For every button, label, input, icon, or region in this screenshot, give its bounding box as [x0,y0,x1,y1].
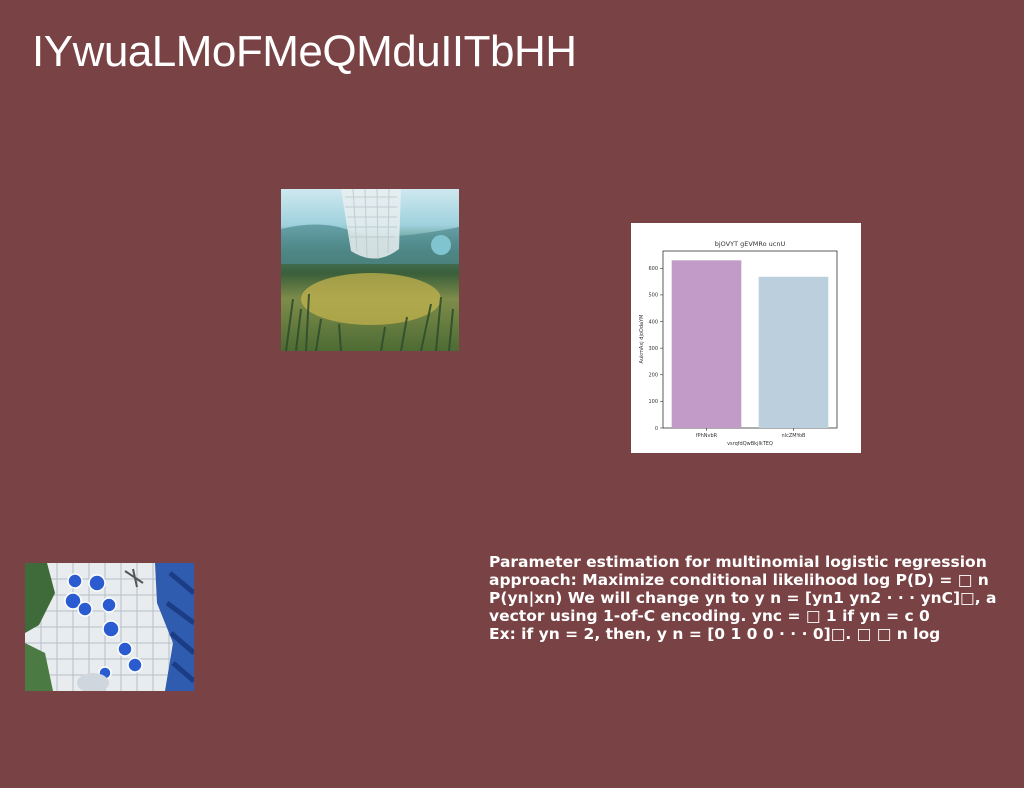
bar-chart: bjOVYT gEVMRo ucnU vsrqfdQwBkjlkTEQ Aukm… [631,223,861,453]
y-tick-label: 100 [648,399,658,405]
y-tick-label: 500 [648,293,658,299]
tiles-picture [25,563,194,691]
plot-frame [662,250,838,429]
y-tick-label: 200 [648,373,658,379]
landscape-image [281,189,459,351]
bar [671,260,742,428]
chart-title: bjOVYT gEVMRo ucnU [715,240,786,248]
tiled-floor-image [25,563,194,691]
body-text-line: Ex: if yn = 2, then, y n = [0 1 0 0 · · … [489,625,941,643]
body-text-line: vector using 1-of-C encoding. ync = □ 1 … [489,607,930,625]
bar [758,276,829,428]
y-tick-label: 0 [655,426,658,432]
x-axis-label: vsrqfdQwBkjlkTEQ [727,441,773,447]
y-tick-label: 600 [648,266,658,272]
y-tick-label: 400 [648,319,658,325]
body-text: Parameter estimation for multinomial log… [489,553,1019,643]
bar-chart-canvas: bjOVYT gEVMRo ucnU vsrqfdQwBkjlkTEQ Aukm… [639,240,838,447]
x-tick-label: fPhNvbR [696,433,718,439]
x-tick-label: nlcZMYoB [782,433,806,439]
y-tick-label: 300 [648,346,658,352]
y-axis-label: AukmAxj djoOdaYM [639,315,645,364]
landscape-picture [281,189,459,351]
body-text-line: approach: Maximize conditional likelihoo… [489,571,989,589]
body-text-line: P(yn|xn) We will change yn to y n = [yn1… [489,589,997,607]
body-text-line: Parameter estimation for multinomial log… [489,553,987,571]
page-title: IYwuaLMoFMeQMduIITbHH [32,27,577,76]
